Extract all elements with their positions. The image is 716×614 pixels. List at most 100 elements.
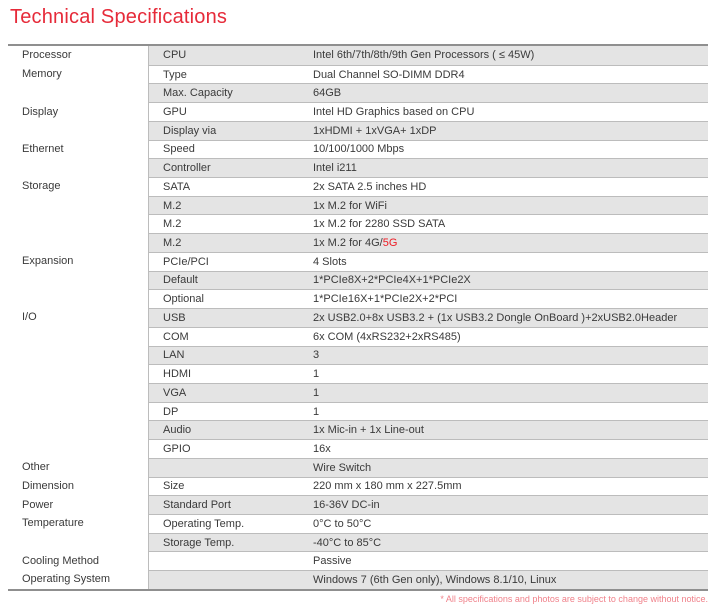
spec-name-cell: Storage Temp. [163, 536, 235, 549]
spec-cells: SATA 2x SATA 2.5 inches HD [148, 177, 708, 196]
spec-cells: GPU Intel HD Graphics based on CPU [148, 102, 708, 121]
spec-name-cell [149, 552, 311, 570]
category-cell: Expansion [8, 251, 148, 271]
spec-value-cell: Intel HD Graphics based on CPU [313, 106, 475, 119]
spec-name-cell: Display via [163, 124, 217, 137]
table-row: M.2 1x M.2 for 2280 SSD SATA [8, 214, 708, 234]
spec-table: Processor CPU Intel 6th/7th/8th/9th Gen … [8, 44, 708, 591]
spec-value-cell: 1 [313, 405, 320, 418]
category-cell [8, 532, 148, 552]
table-row: Expansion PCIe/PCI 4 Slots [8, 251, 708, 271]
spec-name-cell: GPU [163, 106, 187, 119]
table-row: COM 6x COM (4xRS232+2xRS485) [8, 326, 708, 346]
spec-cells: LAN 3 [148, 345, 708, 365]
table-row: Processor CPU Intel 6th/7th/8th/9th Gen … [8, 46, 708, 65]
spec-name-cell: Standard Port [163, 499, 231, 512]
spec-name-cell: M.2 [163, 218, 182, 231]
category-cell [8, 233, 148, 252]
spec-value-cell: Intel i211 [313, 162, 357, 175]
spec-cells: COM 6x COM (4xRS232+2xRS485) [148, 326, 708, 346]
spec-name-cell [149, 459, 311, 477]
page-title: Technical Specifications [10, 6, 228, 28]
table-row: VGA 1 [8, 382, 708, 402]
spec-cells: M.2 1x M.2 for 2280 SSD SATA [148, 214, 708, 234]
category-cell [8, 83, 148, 103]
spec-name-cell: COM [163, 330, 189, 343]
spec-value-cell: 10/100/1000 Mbps [313, 143, 405, 156]
spec-value-cell: Wire Switch [313, 461, 372, 474]
table-row: Memory Type Dual Channel SO-DIMM DDR4 [8, 64, 708, 84]
spec-name-cell: Size [163, 480, 185, 493]
category-cell [8, 214, 148, 234]
spec-cells: Standard Port 16-36V DC-in [148, 495, 708, 514]
category-cell [8, 289, 148, 309]
spec-cells: Size 220 mm x 180 mm x 227.5mm [148, 476, 708, 496]
spec-name-cell: PCIe/PCI [163, 255, 209, 268]
table-row: Other Wire Switch [8, 457, 708, 477]
spec-name-cell: CPU [163, 49, 187, 62]
spec-value-cell: 1x Mic-in + 1x Line-out [313, 424, 424, 437]
spec-name-cell: Max. Capacity [163, 87, 233, 100]
spec-name-cell: Controller [163, 162, 211, 175]
spec-cells: Operating Temp. 0°C to 50°C [148, 513, 708, 533]
spec-name-cell: HDMI [163, 368, 192, 381]
spec-value-cell: 220 mm x 180 mm x 227.5mm [313, 480, 462, 493]
spec-name-cell: Optional [163, 293, 204, 306]
table-row: M.2 1x M.2 for 4G/5G [8, 233, 708, 252]
category-cell [8, 401, 148, 421]
spec-cells: M.2 1x M.2 for 4G/5G [148, 233, 708, 252]
table-row: Display GPU Intel HD Graphics based on C… [8, 102, 708, 121]
spec-table-body: Processor CPU Intel 6th/7th/8th/9th Gen … [8, 46, 708, 589]
spec-value-cell: 1xHDMI + 1xVGA+ 1xDP [313, 124, 437, 137]
spec-name-cell [149, 571, 311, 589]
spec-name-cell: Speed [163, 143, 195, 156]
spec-name-cell: DP [163, 405, 179, 418]
category-cell [8, 326, 148, 346]
spec-name-cell: Audio [163, 424, 192, 437]
table-row: Storage SATA 2x SATA 2.5 inches HD [8, 177, 708, 196]
category-cell [8, 439, 148, 458]
category-cell: Memory [8, 64, 148, 84]
table-row: Storage Temp. -40°C to 85°C [8, 532, 708, 552]
spec-cells: PCIe/PCI 4 Slots [148, 251, 708, 271]
spec-value-cell: 1 [313, 368, 320, 381]
category-cell: Other [8, 457, 148, 477]
spec-value-cell: Windows 7 (6th Gen only), Windows 8.1/10… [313, 573, 557, 586]
spec-cells: DP 1 [148, 401, 708, 421]
category-cell [8, 364, 148, 383]
spec-cells: Speed 10/100/1000 Mbps [148, 139, 708, 159]
spec-value-cell: 1 [313, 386, 320, 399]
spec-cells: Display via 1xHDMI + 1xVGA+ 1xDP [148, 120, 708, 140]
spec-cells: HDMI 1 [148, 364, 708, 383]
spec-value-cell: -40°C to 85°C [313, 536, 382, 549]
category-cell: Cooling Method [8, 551, 148, 571]
table-row: Power Standard Port 16-36V DC-in [8, 495, 708, 514]
category-cell [8, 382, 148, 402]
spec-name-cell: USB [163, 311, 186, 324]
spec-value-cell: 0°C to 50°C [313, 517, 372, 530]
table-row: HDMI 1 [8, 364, 708, 383]
spec-value-cell: 2x USB2.0+8x USB3.2 + (1x USB3.2 Dongle … [313, 311, 678, 324]
spec-name-cell: M.2 [163, 237, 182, 250]
spec-value-cell: 1x M.2 for 4G/5G [313, 237, 398, 250]
spec-cells: Default 1*PCIe8X+2*PCIe4X+1*PCIe2X [148, 270, 708, 290]
table-row: LAN 3 [8, 345, 708, 365]
category-cell [8, 270, 148, 290]
spec-name-cell: LAN [163, 349, 185, 362]
spec-value-cell: 1*PCIe16X+1*PCIe2X+2*PCI [313, 293, 458, 306]
spec-value-cell: Intel 6th/7th/8th/9th Gen Processors ( ≤… [313, 49, 535, 62]
table-row: Cooling Method Passive [8, 551, 708, 571]
category-cell [8, 195, 148, 215]
spec-value-cell: 1*PCIe8X+2*PCIe4X+1*PCIe2X [313, 274, 471, 287]
category-cell [8, 120, 148, 140]
spec-cells: CPU Intel 6th/7th/8th/9th Gen Processors… [148, 46, 708, 65]
spec-cells: Controller Intel i211 [148, 158, 708, 178]
table-row: Dimension Size 220 mm x 180 mm x 227.5mm [8, 476, 708, 496]
table-row: Temperature Operating Temp. 0°C to 50°C [8, 513, 708, 533]
spec-cells: USB 2x USB2.0+8x USB3.2 + (1x USB3.2 Don… [148, 308, 708, 327]
table-row: Max. Capacity 64GB [8, 83, 708, 103]
spec-cells: M.2 1x M.2 for WiFi [148, 195, 708, 215]
spec-value-cell: 3 [313, 349, 320, 362]
spec-cells: Passive [148, 551, 708, 571]
